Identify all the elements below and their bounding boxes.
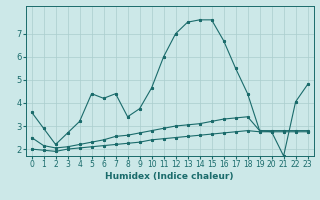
X-axis label: Humidex (Indice chaleur): Humidex (Indice chaleur) — [105, 172, 234, 181]
